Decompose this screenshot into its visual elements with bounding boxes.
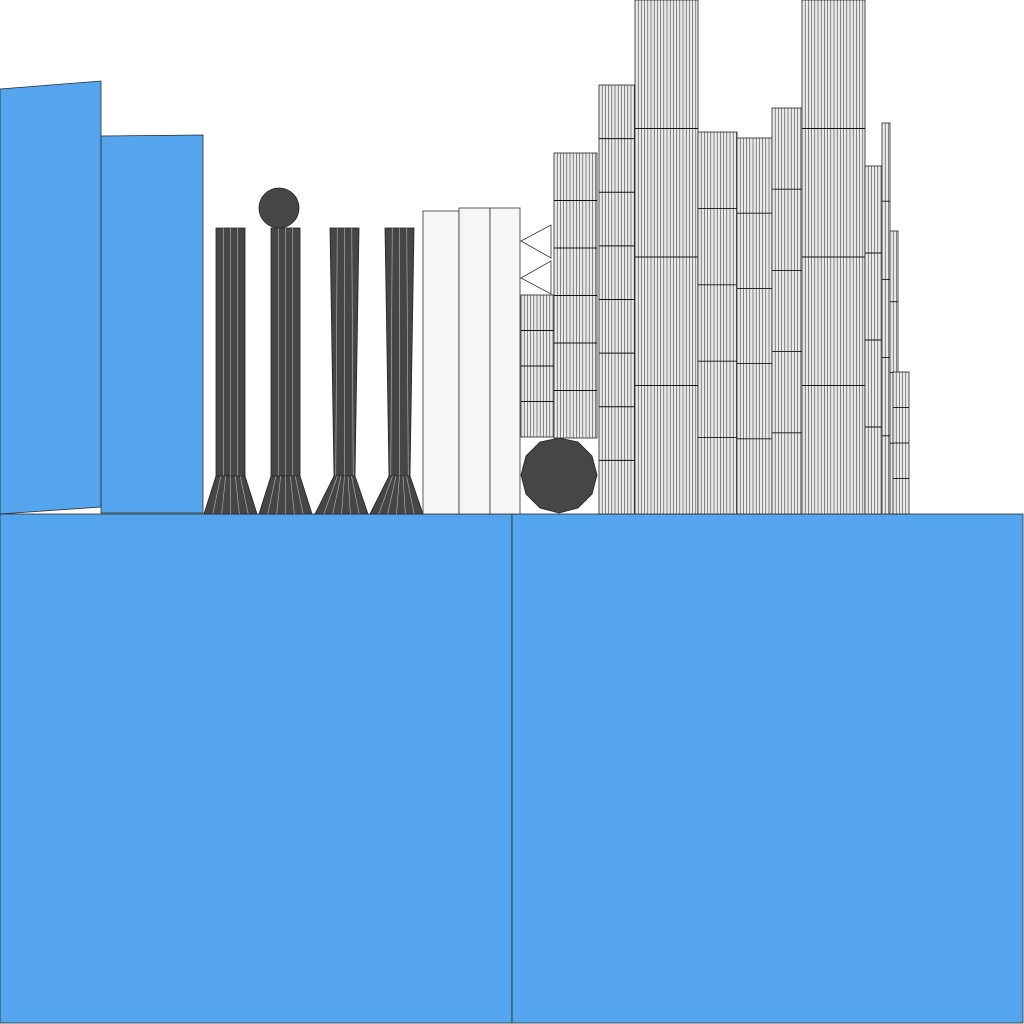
dark-disc-large — [520, 437, 598, 514]
dark-column-foot-stripe-2-1 — [267, 475, 277, 515]
light-slab-2 — [458, 207, 491, 515]
striped-block-6 — [736, 137, 773, 515]
dark-column-foot-stripe-2-2 — [276, 475, 281, 515]
dark-column-stripe-4-3 — [406, 227, 409, 477]
striped-block-2 — [553, 152, 598, 439]
dark-disc-small — [258, 187, 300, 229]
dark-column-foot-stripe-1-1 — [212, 475, 222, 515]
dark-column-stripe-4-1 — [390, 227, 393, 477]
light-slab-1 — [422, 210, 460, 515]
striped-block-12 — [892, 371, 910, 515]
striped-block-body-7 — [771, 107, 803, 515]
blue-panel-bottom-left — [0, 513, 513, 1024]
dark-column-foot-stripe-1-4 — [235, 475, 240, 515]
striped-block-body-6 — [736, 137, 773, 515]
dark-column-foot-stripe-4-4 — [402, 475, 406, 515]
dark-column-foot-stripe-1-2 — [221, 475, 226, 515]
dark-column-foot-stripe-3-2 — [332, 475, 342, 515]
striped-block-1 — [520, 294, 555, 438]
striped-block-8 — [801, 0, 866, 515]
light-triangle-top — [520, 224, 552, 259]
dark-column-stripe-3-1 — [335, 227, 338, 477]
dark-column-foot-stripe-4-5 — [406, 475, 415, 515]
striped-block-10 — [881, 122, 891, 515]
light-triangle-bottom — [520, 260, 552, 295]
dark-column-foot-stripe-4-3 — [396, 475, 400, 515]
blue-panel-mid-left — [100, 134, 204, 514]
striped-block-7 — [771, 107, 803, 515]
dark-column-stripe-3-3 — [351, 227, 354, 477]
striped-block-3 — [598, 84, 636, 515]
light-slab-3 — [489, 207, 521, 515]
dark-column-foot-stripe-4-2 — [387, 475, 397, 515]
striped-block-body-5 — [697, 131, 738, 515]
dark-column-foot-stripe-2-5 — [294, 475, 304, 515]
blue-panel-tall-left — [0, 80, 102, 515]
blue-panel-bottom-right — [511, 513, 1024, 1024]
striped-block-group — [520, 0, 910, 515]
dark-column-foot-stripe-1-5 — [239, 475, 249, 515]
striped-block-9 — [864, 165, 883, 515]
dark-column-foot-stripe-3-1 — [323, 475, 338, 515]
striped-block-4 — [634, 0, 699, 515]
dark-column-foot-stripe-3-5 — [351, 475, 360, 515]
dark-column-foot-stripe-3-4 — [347, 475, 351, 515]
dark-column-foot-stripe-3-3 — [341, 475, 345, 515]
striped-block-body-10 — [881, 122, 891, 515]
dark-column-group — [203, 227, 424, 515]
striped-block-5 — [697, 131, 738, 515]
dark-column-foot-stripe-2-4 — [290, 475, 295, 515]
dark-column-foot-stripe-4-1 — [378, 475, 393, 515]
